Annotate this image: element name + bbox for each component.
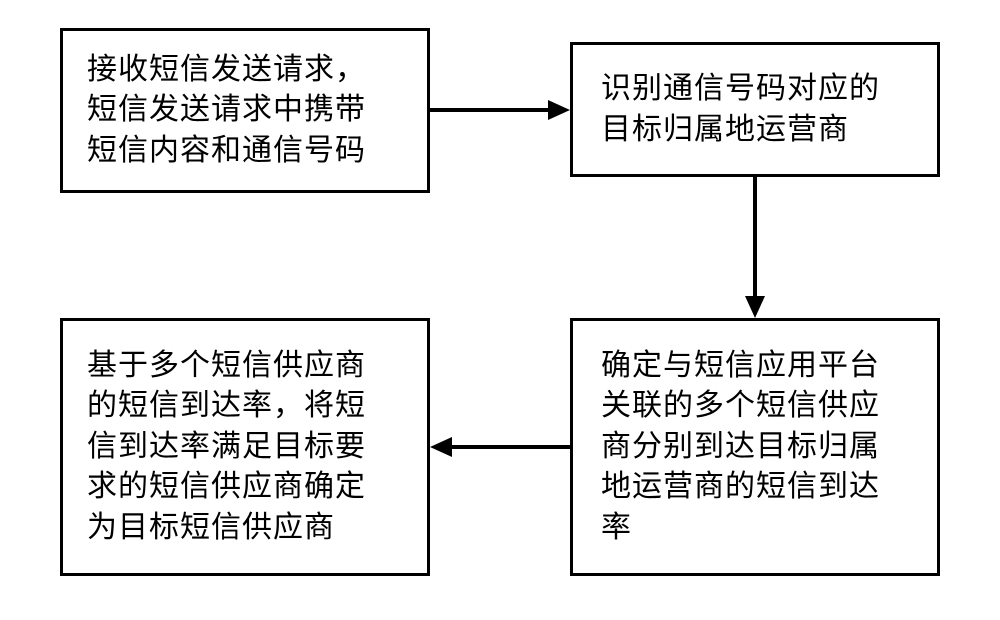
flow-node-text: 接收短信发送请求， 短信发送请求中携带 短信内容和通信号码 <box>87 50 417 172</box>
flow-node-text: 识别通信号码对应的 目标归属地运营商 <box>601 69 927 150</box>
flowchart-canvas: 接收短信发送请求， 短信发送请求中携带 短信内容和通信号码 识别通信号码对应的 … <box>0 0 1000 620</box>
flow-node-identify-operator: 识别通信号码对应的 目标归属地运营商 <box>570 42 940 177</box>
flow-node-select-supplier: 基于多个短信供应商 的短信到达率，将短 信到达率满足目标要 求的短信供应商确定 … <box>60 318 430 576</box>
flow-node-text: 基于多个短信供应商 的短信到达率，将短 信到达率满足目标要 求的短信供应商确定 … <box>87 346 417 549</box>
flow-node-determine-arrival-rate: 确定与短信应用平台 关联的多个短信供应 商分别到达目标归属 地运营商的短信到达 … <box>570 318 940 576</box>
flow-node-text: 确定与短信应用平台 关联的多个短信供应 商分别到达目标归属 地运营商的短信到达 … <box>601 346 927 549</box>
flow-node-receive-request: 接收短信发送请求， 短信发送请求中携带 短信内容和通信号码 <box>60 28 430 193</box>
